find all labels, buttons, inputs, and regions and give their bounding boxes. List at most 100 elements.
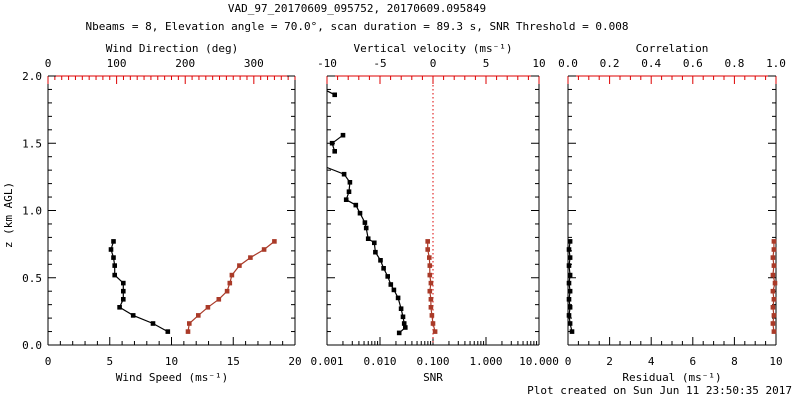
tick-label: -10 (317, 57, 337, 70)
data-point-marker (772, 280, 778, 286)
tick-label: 0 (45, 355, 52, 368)
vertical-velocity-series (425, 239, 438, 334)
data-point-marker (121, 297, 126, 302)
wind-speed-axis-title: Wind Speed (ms⁻¹) (116, 371, 229, 384)
data-point-marker (224, 288, 230, 294)
tick-label: 20 (288, 355, 301, 368)
data-point-marker (353, 202, 359, 208)
snr-series (326, 90, 408, 336)
data-point-marker (205, 305, 211, 310)
data-point-marker (401, 321, 407, 326)
tick-label: 0.001 (310, 355, 343, 368)
data-point-marker (770, 305, 776, 310)
data-point-marker (771, 247, 777, 252)
data-point-marker (428, 297, 434, 302)
tick-label: 10 (532, 57, 545, 70)
data-point-marker (567, 272, 573, 278)
data-point-marker (770, 321, 776, 326)
data-point-marker (112, 263, 117, 268)
correlation-axis-title: Correlation (636, 42, 709, 55)
data-point-marker (117, 305, 122, 310)
data-point-marker (111, 239, 116, 244)
data-point-marker (771, 297, 777, 302)
data-point-marker (385, 274, 390, 279)
data-point-marker (432, 329, 438, 334)
data-point-marker (566, 280, 572, 286)
data-point-marker (185, 329, 191, 334)
tick-label: 0.8 (724, 57, 744, 70)
data-point-marker (196, 313, 201, 318)
data-point-marker (378, 258, 383, 263)
figure-title: VAD_97_20170609_095752, 20170609.095849 (228, 2, 486, 15)
tick-label: 1.0 (22, 205, 42, 218)
data-point-marker (272, 239, 277, 244)
data-point-marker (187, 321, 192, 326)
data-point-marker (362, 220, 368, 225)
data-point-marker (770, 255, 776, 260)
data-point-marker (229, 272, 235, 278)
data-point-marker (567, 305, 573, 310)
data-point-marker (227, 280, 233, 286)
data-point-marker (427, 288, 433, 294)
data-point-marker (427, 272, 433, 278)
tick-label: 1.000 (469, 355, 502, 368)
tick-label: 15 (227, 355, 240, 368)
data-point-marker (771, 313, 777, 318)
data-point-marker (372, 240, 377, 246)
figure-subtitle: Nbeams = 8, Elevation angle = 70.0°, sca… (85, 20, 628, 33)
panel-residual: 0 2 4 6 8 10 0.0 0.2 0.4 0.6 0.8 1.0 (558, 57, 786, 368)
correlation-series (770, 239, 778, 334)
series-line (187, 240, 275, 332)
data-point-marker (332, 92, 337, 98)
tick-label: 1.5 (22, 137, 42, 150)
data-point-marker (108, 247, 114, 252)
data-point-marker (363, 225, 369, 231)
tick-label: 0.010 (363, 355, 396, 368)
tick-label: 0.4 (641, 57, 661, 70)
snr-axis-title: SNR (423, 371, 443, 384)
tick-label: -5 (373, 57, 386, 70)
series-line (326, 166, 406, 334)
tick-label: 0.100 (416, 355, 449, 368)
data-point-marker (248, 255, 253, 260)
tick-label: 4 (648, 355, 655, 368)
data-point-marker (403, 325, 408, 330)
data-point-marker (770, 272, 776, 278)
series-line (427, 241, 436, 332)
data-point-marker (340, 132, 346, 138)
tick-label: 0.0 (22, 339, 42, 352)
series-line (110, 241, 169, 333)
data-point-marker (567, 321, 573, 326)
data-point-marker (569, 329, 575, 334)
data-point-marker (566, 263, 572, 268)
residual-series (566, 239, 575, 334)
data-point-marker (343, 197, 349, 202)
data-point-marker (111, 255, 116, 260)
data-point-marker (391, 287, 397, 293)
data-point-marker (150, 321, 156, 326)
data-point-marker (771, 263, 777, 268)
tick-label: 100 (107, 57, 127, 70)
data-point-marker (425, 239, 430, 244)
data-point-marker (427, 263, 433, 268)
data-point-marker (428, 305, 434, 310)
data-point-marker (400, 314, 406, 320)
tick-label: 5 (483, 57, 490, 70)
data-point-marker (121, 280, 126, 286)
data-point-marker (771, 239, 777, 244)
data-point-marker (130, 313, 136, 318)
data-point-marker (428, 280, 434, 286)
tick-label: 2 (606, 355, 613, 368)
data-point-marker (429, 313, 435, 318)
tick-label: 5 (106, 355, 113, 368)
data-point-marker (396, 330, 402, 336)
data-point-marker (121, 288, 126, 294)
data-point-marker (261, 247, 267, 252)
data-point-marker (346, 189, 352, 194)
tick-label: 8 (731, 355, 738, 368)
panel-snr: 0.001 0.010 0.100 1.000 10.000 -10 -5 0 5 10 (310, 57, 558, 368)
data-point-marker (567, 288, 573, 294)
